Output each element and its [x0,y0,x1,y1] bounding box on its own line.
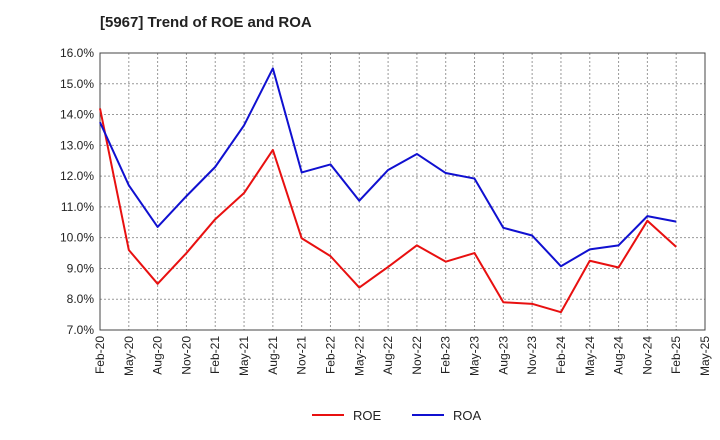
x-tick-label: Feb-22 [323,336,337,374]
x-tick-label: May-24 [583,336,597,376]
y-tick-label: 16.0% [60,46,94,60]
x-tick-label: Nov-21 [295,336,309,375]
x-tick-label: May-20 [122,336,136,376]
y-tick-label: 13.0% [60,138,94,152]
x-axis-ticks: Feb-20 May-20 Aug-20 Nov-20 Feb-21 May-21 Aug-… [93,336,712,376]
x-tick-label: Nov-24 [640,336,654,375]
x-tick-label: Feb-23 [439,336,453,374]
x-tick-label: Aug-22 [381,336,395,375]
x-tick-label: Aug-21 [266,336,280,375]
y-tick-label: 12.0% [60,169,94,183]
legend-label-roe: ROE [353,408,382,423]
series-line-roe [99,108,677,314]
y-tick-label: 15.0% [60,77,94,91]
y-axis-ticks: 7.0% 8.0% 9.0% 10.0% 11.0% 12.0% 13.0% 14.0% 15.… [60,46,94,337]
series-line-roa [99,67,677,268]
y-tick-label: 9.0% [67,261,95,275]
x-tick-label: Aug-24 [612,336,626,375]
x-tick-label: Feb-25 [669,336,683,374]
x-tick-label: May-23 [468,336,482,376]
x-tick-label: Aug-23 [496,336,510,375]
y-tick-label: 10.0% [60,231,94,245]
legend: ROE ROA [312,408,482,423]
x-tick-label: Feb-20 [93,336,107,374]
y-tick-label: 14.0% [60,108,94,122]
legend-label-roa: ROA [453,408,482,423]
series-layer [99,67,677,314]
plot-frame [99,52,706,331]
x-tick-label: Feb-24 [554,336,568,374]
x-tick-label: May-25 [698,336,712,376]
chart-title: [5967] Trend of ROE and ROA [100,14,312,31]
x-tick-label: May-21 [237,336,251,376]
x-tick-label: Feb-21 [208,336,222,374]
y-tick-label: 7.0% [67,323,95,337]
y-tick-label: 8.0% [67,292,95,306]
y-tick-label: 11.0% [61,200,94,214]
x-tick-label: Nov-22 [410,336,424,375]
x-tick-label: Nov-20 [179,336,193,375]
x-tick-label: May-22 [352,336,366,376]
x-tick-label: Aug-20 [151,336,165,375]
x-tick-label: Nov-23 [525,336,539,375]
